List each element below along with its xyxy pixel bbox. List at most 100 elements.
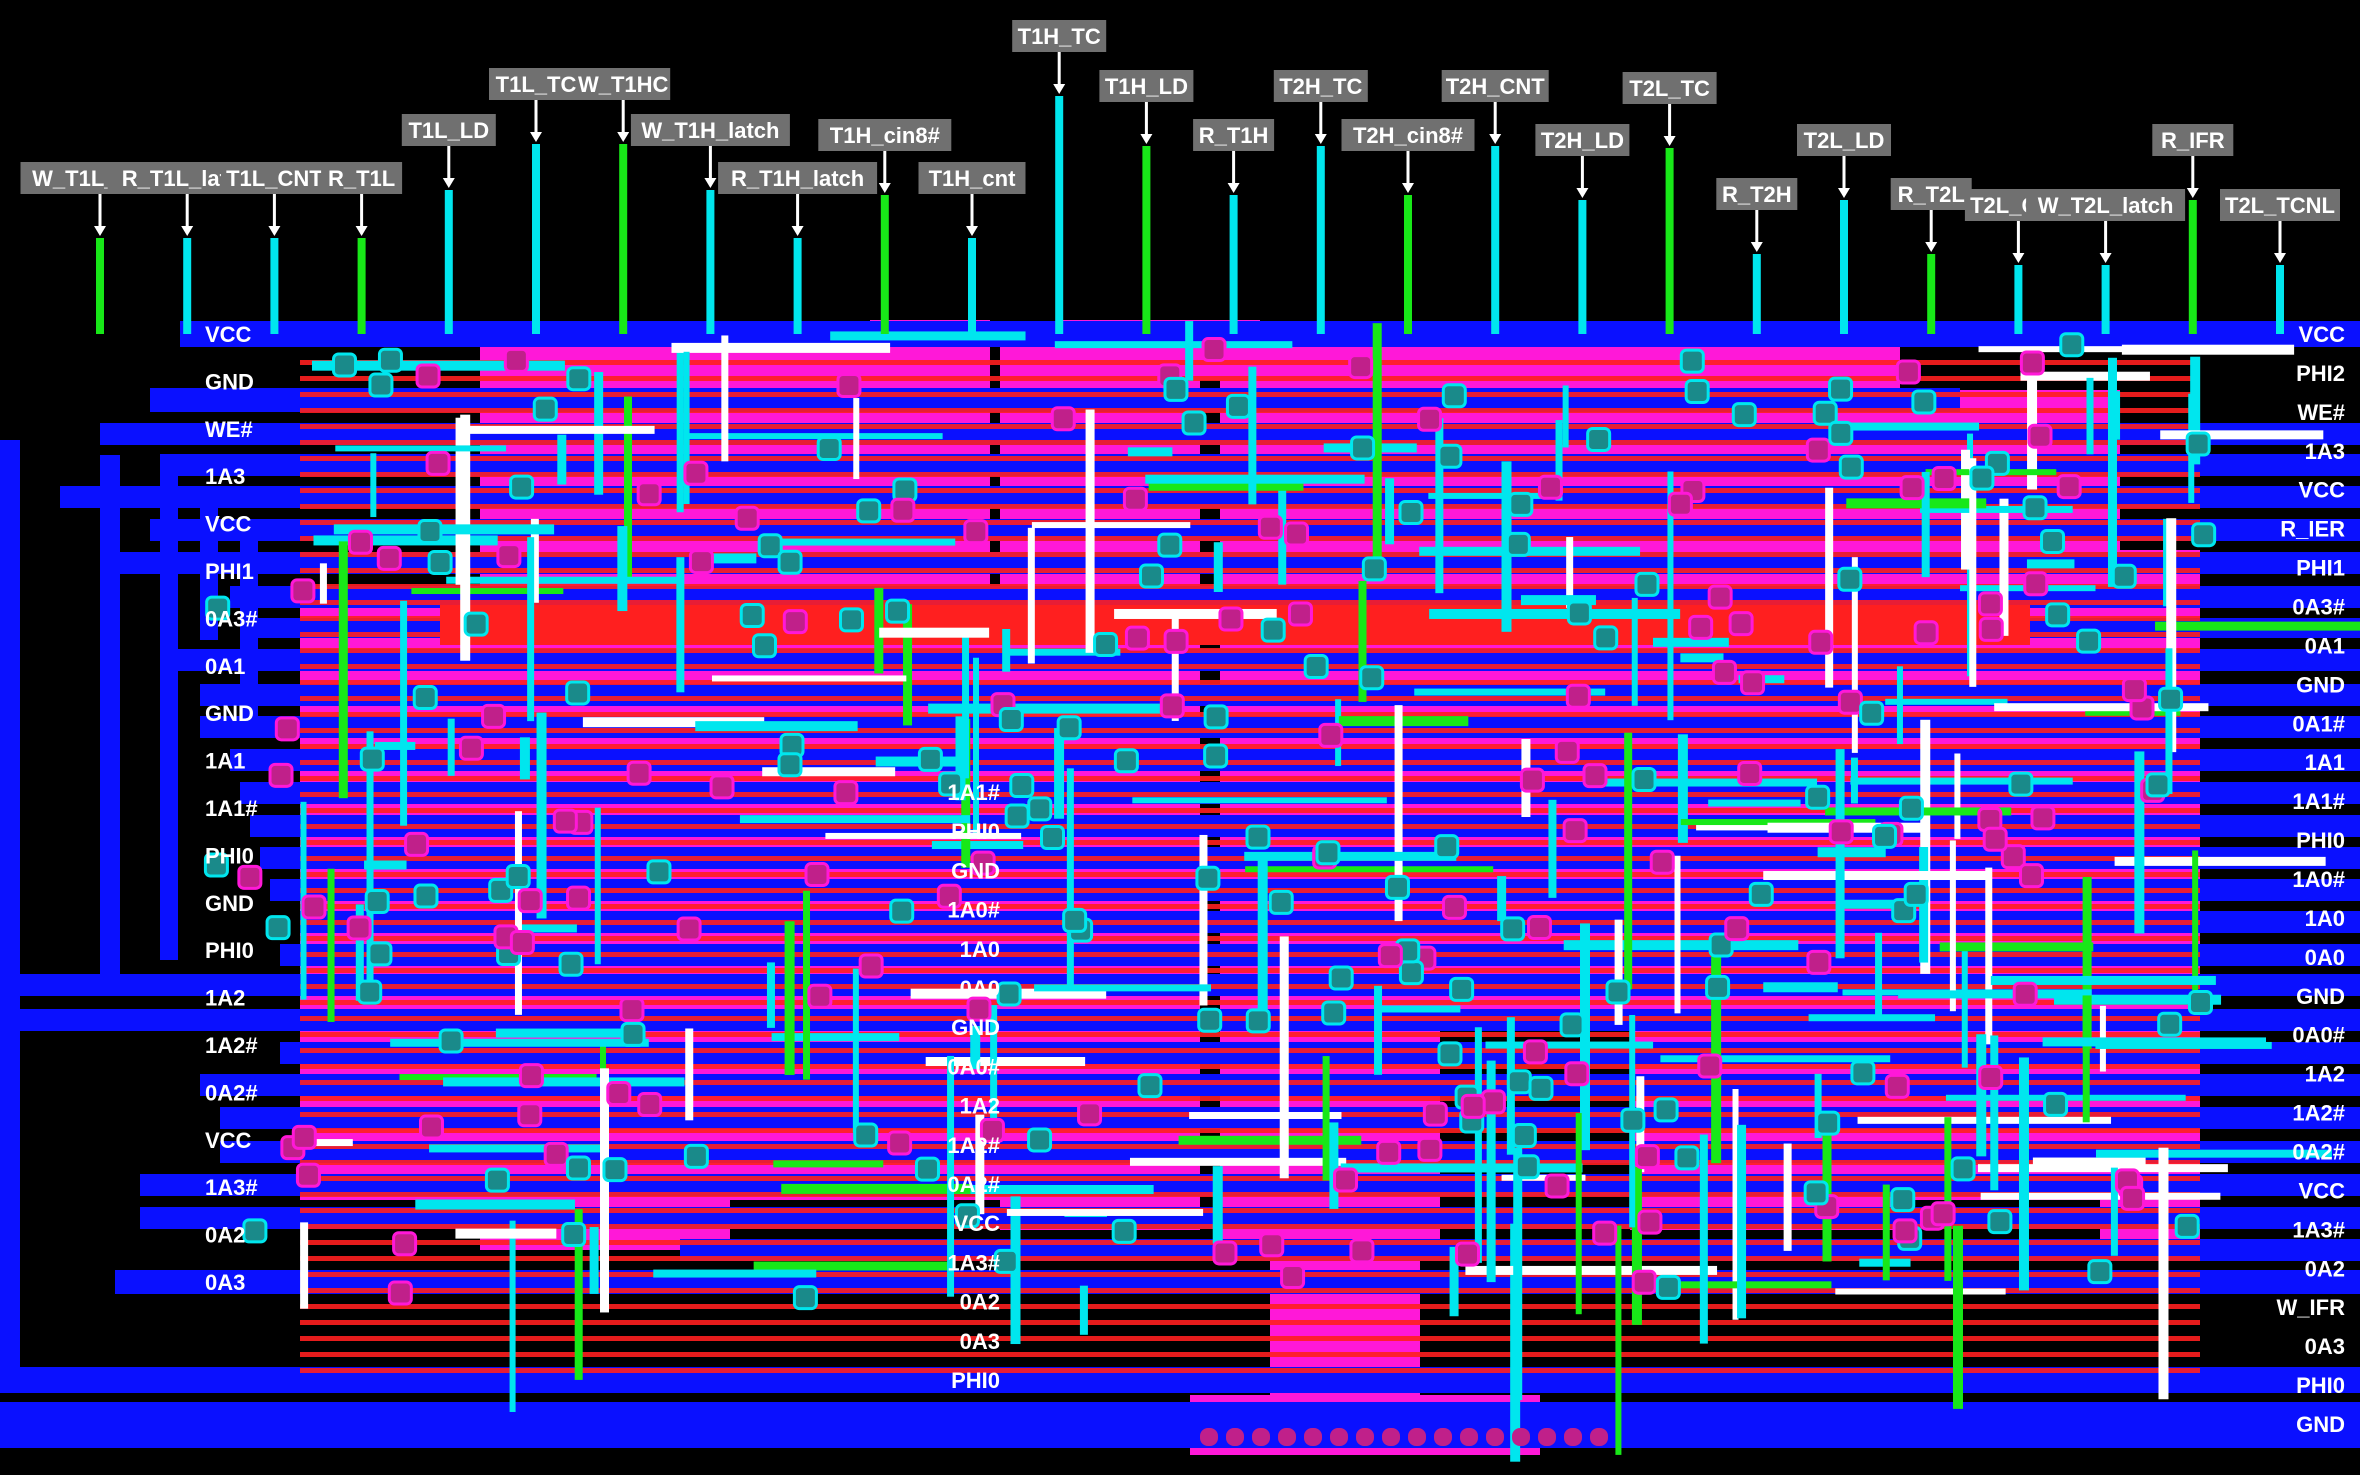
poly-stripe (300, 776, 2200, 781)
trace (2165, 648, 2173, 794)
trace (1631, 597, 1638, 706)
right-rail-label-16: 0A0 (2305, 945, 2345, 970)
trace (600, 1068, 610, 1313)
via (1884, 1073, 1910, 1099)
pin-lead (96, 238, 104, 334)
trace (1814, 1073, 1822, 1139)
via (1892, 1218, 1918, 1244)
trace (1835, 749, 1845, 959)
right-rail-label-26: 0A3 (2305, 1334, 2345, 1359)
pin-lead (619, 144, 628, 334)
pad-contact (1252, 1428, 1270, 1446)
via (2121, 677, 2147, 703)
via (1667, 491, 1693, 517)
pin-label-box (918, 162, 1026, 194)
trace (1875, 932, 1883, 1021)
trace (1737, 1124, 1747, 1319)
contact (1508, 491, 1534, 517)
trace (1374, 985, 1383, 1075)
trace (1485, 1041, 1654, 1049)
via (2120, 1185, 2146, 1211)
pin-label-box (2026, 189, 2186, 221)
trace (928, 703, 1162, 714)
left-rail-label-1: GND (205, 369, 254, 394)
poly-stripe (300, 1032, 2200, 1037)
via (1441, 894, 1467, 920)
contact (2157, 1011, 2183, 1037)
pin-lead (706, 190, 715, 334)
pin-label-7: W_T1H_latch (641, 118, 779, 143)
contact (1838, 454, 1864, 480)
trace (955, 716, 966, 801)
trace (536, 712, 547, 919)
pin-arrow-head (791, 226, 804, 236)
trace (2121, 344, 2295, 355)
trace (1990, 1035, 1999, 1191)
trace (852, 968, 859, 1133)
right-rail-label-10: 0A1# (2292, 711, 2345, 736)
contact (996, 981, 1022, 1007)
via (890, 497, 916, 523)
trace (1501, 1174, 1586, 1181)
contact (367, 941, 393, 967)
trace (1145, 474, 1365, 484)
pin-lead (968, 238, 976, 334)
via (517, 1102, 543, 1128)
trace (1213, 542, 1223, 592)
via (1930, 1201, 1956, 1227)
trace (1171, 615, 1179, 721)
poly-stripe (300, 552, 2200, 557)
contact (1674, 1145, 1700, 1171)
right-rail-label-2: WE# (2297, 400, 2345, 425)
via (496, 543, 522, 569)
contact (1027, 1127, 1053, 1153)
poly-stripe (300, 1208, 2200, 1213)
poly-stripe (300, 984, 2200, 989)
trace (739, 815, 971, 824)
via (1280, 1264, 1306, 1290)
via (782, 609, 808, 635)
via (1554, 738, 1580, 764)
trace (830, 331, 1026, 341)
contact (1828, 420, 1854, 446)
via (1163, 628, 1189, 654)
trace (1520, 595, 1596, 606)
right-rail-label-21: 0A2# (2292, 1140, 2345, 1165)
trace (1114, 608, 1277, 619)
trace (693, 553, 757, 564)
right-rail-label-5: R_IER (2280, 517, 2345, 542)
contact (1872, 823, 1898, 849)
via (1349, 1238, 1375, 1264)
contact (2145, 772, 2171, 798)
trace (970, 1025, 981, 1070)
pin-label-24: R_IFR (2161, 128, 2225, 153)
via (404, 831, 430, 857)
contact (1731, 402, 1757, 428)
trace (671, 342, 891, 353)
contact (2191, 522, 2217, 548)
via (1931, 466, 1957, 492)
via (1422, 1101, 1448, 1127)
trace (1624, 732, 1633, 990)
poly-stripe (300, 1128, 2200, 1133)
via (1711, 659, 1737, 685)
via (376, 545, 402, 571)
contact (413, 883, 439, 909)
pin-arrow-head (442, 178, 455, 188)
via (1417, 406, 1443, 432)
center-rail-label-11: VCC (954, 1211, 1001, 1236)
trace (1783, 1143, 1792, 1251)
pin-lead (1404, 195, 1412, 334)
poly-stripe (300, 904, 2200, 909)
contact (1850, 1060, 1876, 1086)
right-rail-label-15: 1A0 (2305, 906, 2345, 931)
contact (1449, 976, 1475, 1002)
pin-label-10: T1H_cnt (929, 166, 1016, 191)
trace (1828, 422, 1980, 431)
trace (2020, 371, 2150, 381)
trace (1279, 936, 1289, 1179)
contact (1056, 715, 1082, 741)
right-rail-label-4: VCC (2299, 478, 2346, 503)
via (1050, 406, 1076, 432)
trace (1882, 1184, 1890, 1281)
